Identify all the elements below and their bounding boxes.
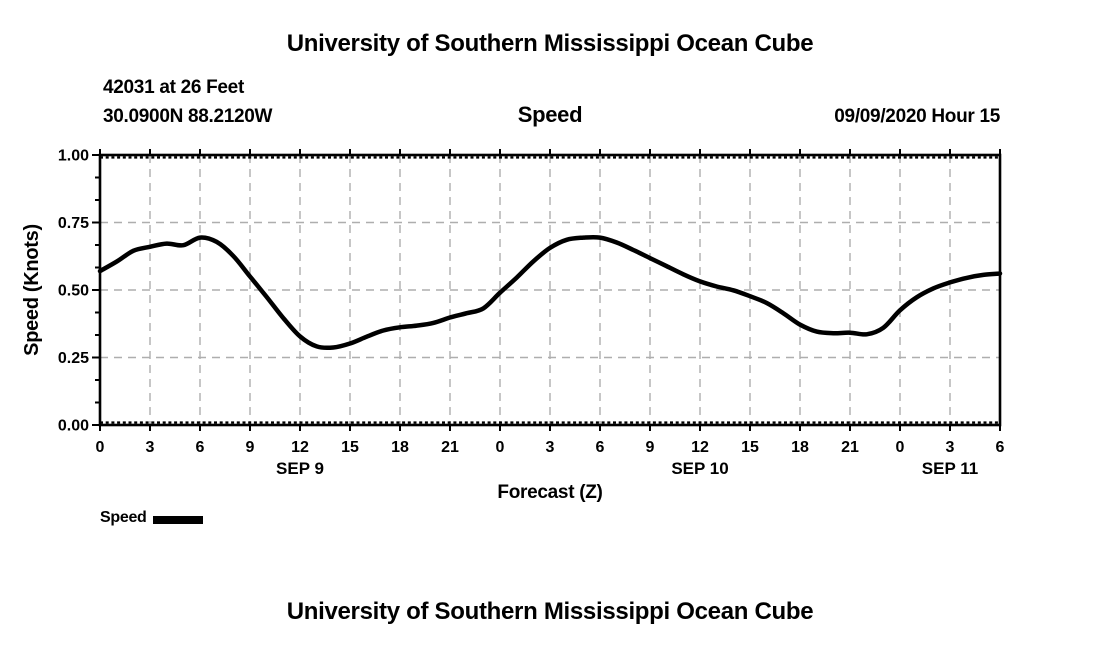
- x-tick-label: 9: [646, 439, 655, 456]
- bottom-title: University of Southern Mississippi Ocean…: [286, 598, 814, 625]
- y-tick-label: 0.00: [58, 418, 89, 435]
- y-tick-label: 0.75: [58, 215, 89, 232]
- x-tick-label: 0: [496, 439, 505, 456]
- x-tick-label: 3: [546, 439, 555, 456]
- x-tick-label: 9: [246, 439, 255, 456]
- x-tick-label: 6: [196, 439, 205, 456]
- x-tick-label: 3: [146, 439, 155, 456]
- day-labels: SEP 9 SEP 10 SEP 11: [276, 459, 978, 478]
- x-tick-label: 6: [996, 439, 1005, 456]
- legend-label: Speed: [100, 509, 147, 526]
- x-tick-label: 0: [896, 439, 905, 456]
- legend-line-sample: [152, 515, 203, 524]
- legend: Speed: [100, 509, 203, 527]
- x-tick-label: 6: [596, 439, 605, 456]
- inner-minor-ticks: [100, 156, 1000, 424]
- x-tick-label: 18: [791, 439, 809, 456]
- top-title: University of Southern Mississippi Ocean…: [286, 30, 814, 57]
- y-tick-label: 1.00: [58, 148, 89, 165]
- axis-ticks: [92, 149, 1001, 431]
- y-tick-label: 0.25: [58, 350, 89, 367]
- datetime-label: 09/09/2020 Hour 15: [834, 106, 1000, 127]
- x-tick-label: 21: [441, 439, 459, 456]
- x-tick-label: 15: [741, 439, 759, 456]
- speed-curve: [97, 234, 1003, 351]
- coordinates-label: 30.0900N 88.2120W: [103, 106, 273, 127]
- x-tick-label: 3: [946, 439, 955, 456]
- x-tick-label: 15: [341, 439, 359, 456]
- y-tick-label: 0.50: [58, 283, 89, 300]
- x-tick-label: 0: [96, 439, 105, 456]
- day-label: SEP 10: [671, 459, 728, 478]
- gridlines: [100, 155, 1000, 425]
- day-label: SEP 9: [276, 459, 324, 478]
- x-tick-labels: 0 3 6 9 12 15 18 21 0 3 6 9 12 15 18 21 0 3 6: [96, 439, 1005, 456]
- x-axis-label: Forecast (Z): [497, 482, 603, 503]
- plot-title: Speed: [517, 102, 583, 127]
- day-label: SEP 11: [922, 459, 978, 478]
- speed-series: [97, 234, 1003, 351]
- y-tick-labels: 0.00 0.25 0.50 0.75 1.00: [58, 148, 89, 435]
- station-label: 42031 at 26 Feet: [103, 77, 244, 98]
- x-tick-label: 12: [291, 439, 309, 456]
- x-tick-label: 18: [391, 439, 409, 456]
- x-tick-label: 12: [691, 439, 709, 456]
- x-tick-label: 21: [841, 439, 859, 456]
